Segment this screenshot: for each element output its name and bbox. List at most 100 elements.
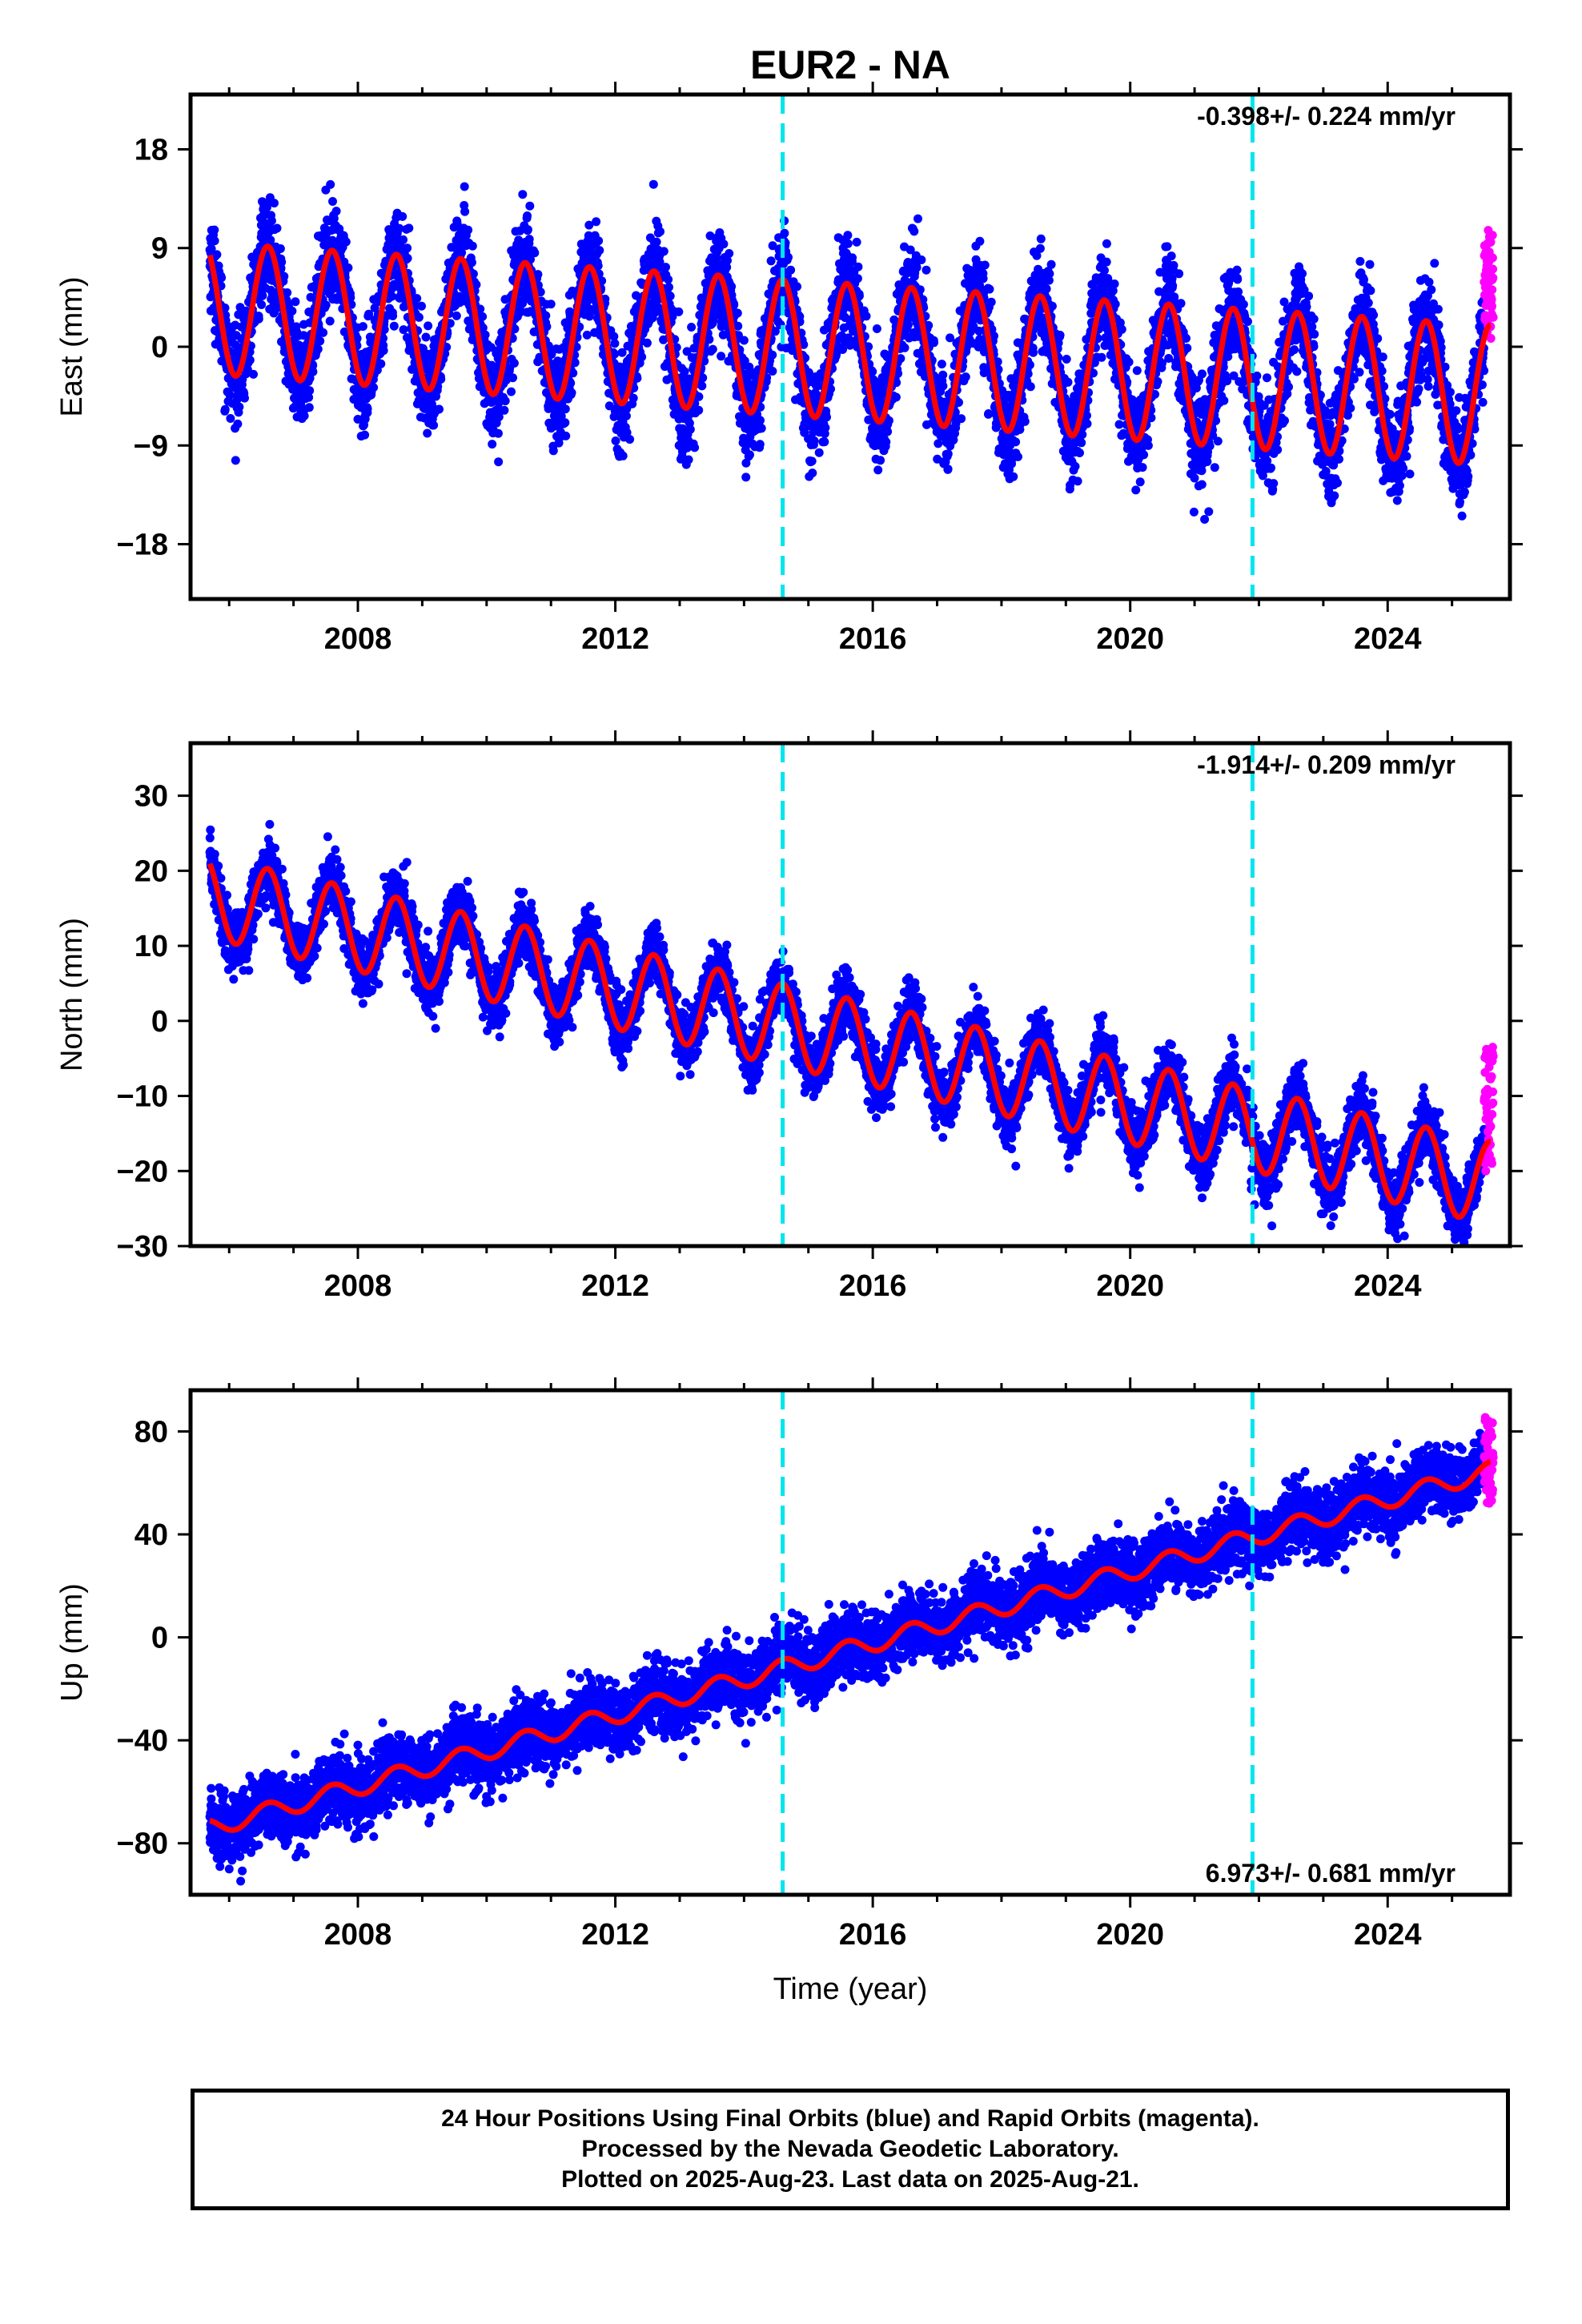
final-orbit-point [388, 312, 398, 320]
final-orbit-point [548, 446, 558, 456]
final-orbit-point [488, 440, 497, 449]
final-orbit-point [656, 227, 665, 236]
final-orbit-point [719, 239, 729, 249]
final-orbit-point [331, 207, 341, 216]
final-orbit-point [305, 373, 315, 383]
final-orbit-point [961, 372, 970, 382]
final-orbit-point [872, 324, 881, 333]
final-orbit-point [756, 416, 765, 425]
final-orbit-point [725, 249, 734, 258]
final-orbit-point [937, 360, 946, 369]
final-orbit-point [741, 472, 751, 482]
final-orbit-point [328, 197, 337, 206]
final-orbit-point [757, 424, 766, 433]
final-orbit-point [745, 450, 754, 460]
final-orbit-point [225, 390, 235, 400]
final-orbit-point [210, 236, 219, 246]
final-orbit-point [808, 468, 817, 478]
final-orbit-point [275, 244, 285, 253]
final-orbit-point [279, 271, 289, 281]
final-orbit-point [1063, 377, 1073, 387]
final-orbit-point [500, 396, 510, 406]
final-orbit-point [423, 428, 432, 438]
final-orbit-point [403, 254, 412, 263]
final-orbit-point [560, 404, 570, 414]
final-orbit-point [299, 331, 308, 340]
final-orbit-point [240, 393, 249, 403]
final-orbit-point [843, 231, 853, 240]
final-orbit-point [1045, 269, 1054, 279]
final-orbit-point [766, 256, 776, 266]
final-orbit-point [943, 464, 953, 474]
final-orbit-point [460, 182, 469, 191]
final-orbit-point [258, 291, 267, 300]
final-orbit-point [525, 201, 535, 211]
east-data-layer [205, 179, 1498, 524]
final-orbit-point [664, 275, 673, 284]
final-orbit-point [460, 207, 470, 216]
final-orbit-point [838, 345, 847, 354]
final-orbit-point [220, 404, 230, 414]
final-orbit-point [233, 419, 243, 428]
final-orbit-point [341, 237, 351, 247]
final-orbit-point [343, 263, 353, 272]
final-orbit-point [308, 360, 318, 370]
final-orbit-point [665, 283, 673, 292]
final-orbit-point [594, 236, 604, 246]
final-orbit-point [399, 235, 408, 244]
final-orbit-point [978, 274, 988, 283]
final-orbit-point [305, 386, 315, 396]
final-orbit-point [435, 404, 444, 414]
final-orbit-point [1042, 284, 1051, 294]
final-orbit-point [379, 346, 388, 356]
final-orbit-point [249, 369, 258, 379]
final-orbit-point [524, 235, 534, 244]
final-orbit-point [1075, 448, 1084, 457]
final-orbit-point [665, 292, 675, 301]
final-orbit-point [876, 456, 885, 465]
final-orbit-point [1073, 476, 1082, 486]
final-orbit-point [780, 228, 789, 238]
final-orbit-point [315, 336, 325, 346]
final-orbit-point [306, 292, 315, 302]
final-orbit-point [313, 344, 323, 354]
final-orbit-point [909, 227, 919, 236]
final-orbit-point [768, 367, 777, 376]
final-orbit-point [809, 436, 819, 445]
final-orbit-point [934, 439, 943, 448]
final-orbit-point [820, 437, 829, 447]
final-orbit-point [873, 465, 883, 475]
final-orbit-point [245, 356, 255, 365]
final-orbit-point [921, 265, 931, 275]
final-orbit-point [618, 451, 628, 460]
final-orbit-point [848, 253, 857, 263]
final-orbit-point [861, 312, 871, 321]
final-orbit-point [717, 352, 726, 361]
final-orbit-point [414, 312, 424, 322]
final-orbit-point [913, 214, 922, 223]
final-orbit-point [1014, 452, 1022, 461]
final-orbit-point [1026, 382, 1035, 392]
final-orbit-point [277, 257, 287, 267]
final-orbit-point [567, 388, 576, 397]
final-orbit-point [687, 323, 697, 332]
final-orbit-point [220, 304, 230, 312]
final-orbit-point [768, 350, 777, 360]
final-orbit-point [628, 393, 638, 403]
final-orbit-point [319, 328, 328, 337]
final-orbit-point [325, 316, 335, 326]
final-orbit-point [610, 339, 620, 348]
final-orbit-point [412, 294, 422, 304]
final-orbit-point [807, 456, 817, 466]
final-orbit-point [480, 330, 490, 340]
final-orbit-point [659, 247, 669, 256]
final-orbit-point [1062, 355, 1071, 364]
final-orbit-point [358, 322, 367, 332]
final-orbit-point [494, 457, 504, 467]
final-orbit-point [938, 381, 948, 391]
final-orbit-point [582, 330, 592, 340]
final-orbit-point [500, 405, 509, 415]
final-orbit-point [1035, 243, 1045, 253]
final-orbit-point [708, 344, 717, 354]
